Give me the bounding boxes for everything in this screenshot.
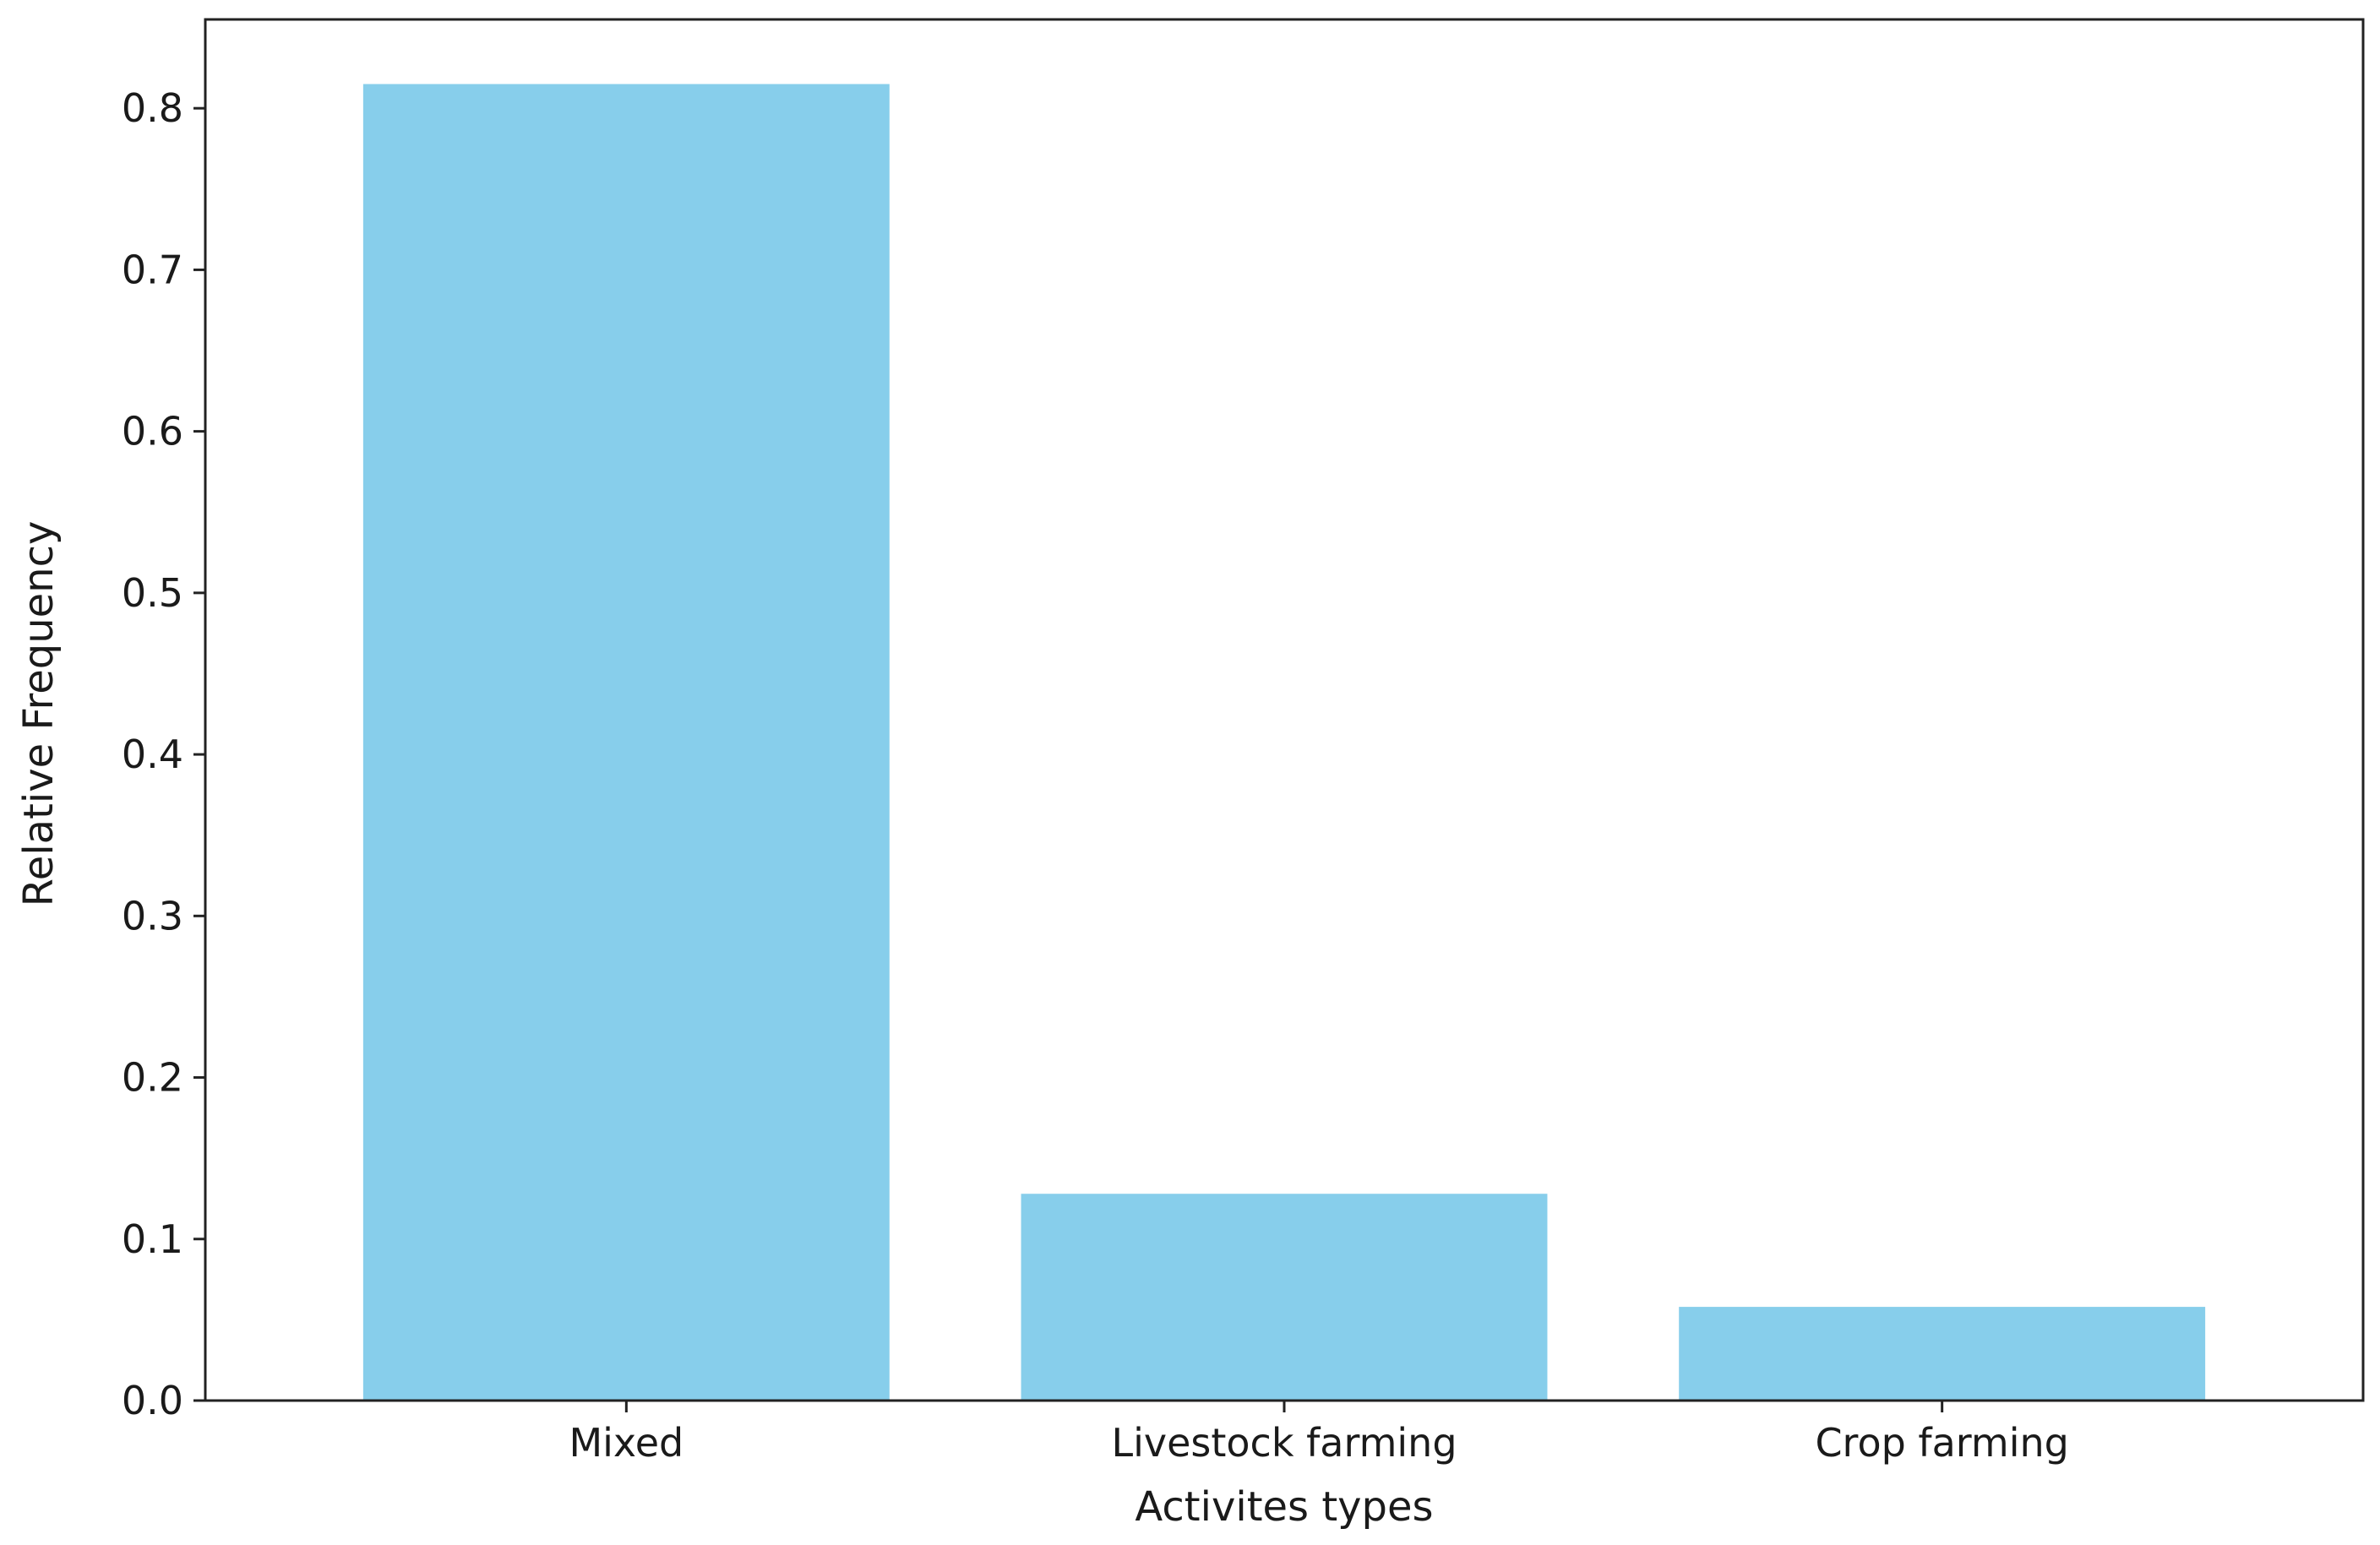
y-tick-label: 0.5 [122, 570, 183, 616]
y-tick-label: 0.7 [122, 247, 183, 292]
y-tick-label: 0.1 [122, 1216, 183, 1262]
x-tick-label: Livestock farming [1111, 1420, 1457, 1466]
y-tick-label: 0.8 [122, 85, 183, 131]
y-tick-label: 0.4 [122, 732, 183, 777]
x-axis-label: Activites types [1135, 1483, 1433, 1531]
bar-mixed [362, 84, 890, 1401]
y-axis: 0.0 0.1 0.2 0.3 0.4 0.5 0.6 0.7 0.8 [122, 85, 205, 1423]
bars-group [362, 84, 2206, 1401]
x-tick-label: Mixed [569, 1420, 684, 1466]
bar-crop-farming [1679, 1307, 2206, 1401]
y-tick-label: 0.2 [122, 1055, 183, 1101]
y-tick-label: 0.6 [122, 409, 183, 454]
x-axis: Mixed Livestock farming Crop farming [569, 1401, 2069, 1466]
y-axis-label: Relative Frequency [15, 521, 63, 907]
bar-livestock-farming [1021, 1194, 1548, 1401]
y-tick-label: 0.0 [122, 1378, 183, 1423]
y-tick-label: 0.3 [122, 893, 183, 938]
x-tick-label: Crop farming [1815, 1420, 2068, 1466]
